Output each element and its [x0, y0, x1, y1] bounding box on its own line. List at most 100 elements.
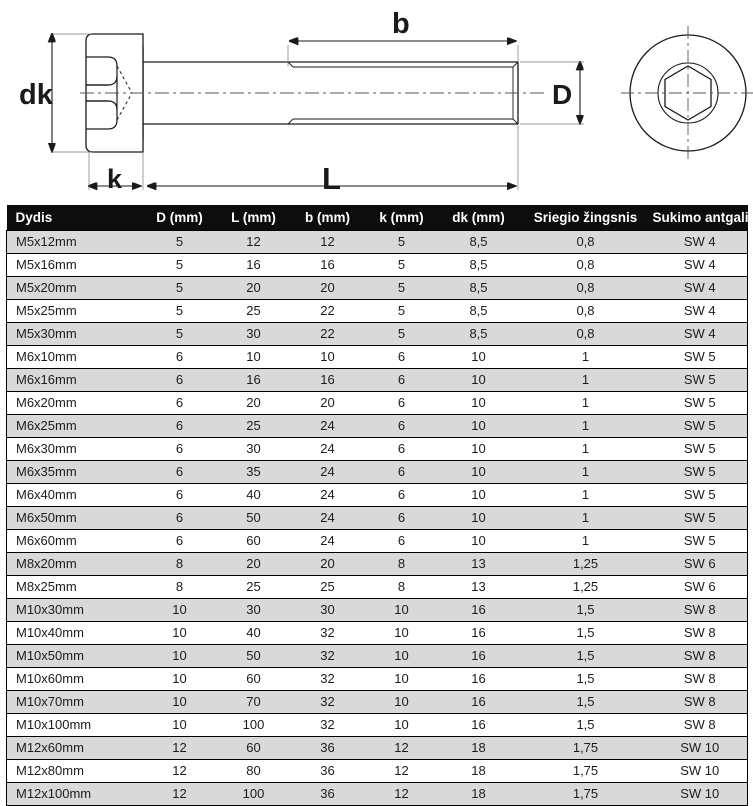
cell-l: 25: [216, 299, 291, 323]
cell-size: M6x40mm: [6, 483, 143, 507]
cell-b: 32: [290, 644, 365, 668]
cell-pitch: 1,75: [518, 736, 653, 760]
cell-d: 6: [142, 391, 217, 415]
cell-bit: SW 8: [652, 644, 748, 668]
cell-k: 10: [364, 667, 439, 691]
table-row: M5x20mm 5 20 20 5 8,5 0,8 SW 4: [6, 276, 748, 300]
cell-l: 30: [216, 598, 291, 622]
cell-b: 32: [290, 713, 365, 737]
cell-k: 6: [364, 414, 439, 438]
cell-pitch: 0,8: [518, 322, 653, 346]
cell-pitch: 1,75: [518, 759, 653, 783]
table-row: M6x50mm 6 50 24 6 10 1 SW 5: [6, 506, 748, 530]
cell-k: 6: [364, 368, 439, 392]
cell-d: 6: [142, 414, 217, 438]
cell-pitch: 1,5: [518, 644, 653, 668]
table-row: M12x60mm 12 60 36 12 18 1,75 SW 10: [6, 736, 748, 760]
cell-d: 5: [142, 253, 217, 277]
cell-b: 36: [290, 759, 365, 783]
cell-k: 10: [364, 621, 439, 645]
dimension-L: [148, 124, 519, 190]
table-header-row: Dydis D (mm) L (mm) b (mm) k (mm) dk (mm…: [6, 205, 753, 231]
cell-pitch: 1,5: [518, 598, 653, 622]
cell-bit: SW 5: [652, 460, 748, 484]
cell-b: 20: [290, 276, 365, 300]
cell-pitch: 1,25: [518, 575, 653, 599]
cell-d: 6: [142, 368, 217, 392]
column-header-b: b (mm): [290, 205, 365, 231]
cell-bit: SW 8: [652, 621, 748, 645]
cell-l: 50: [216, 644, 291, 668]
cell-dk: 16: [438, 667, 519, 691]
cell-pitch: 1,5: [518, 667, 653, 691]
cell-bit: SW 4: [652, 322, 748, 346]
cell-k: 6: [364, 483, 439, 507]
cell-dk: 18: [438, 736, 519, 760]
cell-k: 5: [364, 322, 439, 346]
cell-l: 40: [216, 621, 291, 645]
cell-b: 16: [290, 368, 365, 392]
cell-k: 10: [364, 713, 439, 737]
table-row: M6x35mm 6 35 24 6 10 1 SW 5: [6, 460, 748, 484]
cell-pitch: 1: [518, 345, 653, 369]
cell-pitch: 0,8: [518, 299, 653, 323]
cell-dk: 10: [438, 437, 519, 461]
cell-d: 5: [142, 322, 217, 346]
cell-d: 6: [142, 483, 217, 507]
table-row: M6x30mm 6 30 24 6 10 1 SW 5: [6, 437, 748, 461]
cell-l: 40: [216, 483, 291, 507]
cell-l: 16: [216, 253, 291, 277]
cell-l: 60: [216, 667, 291, 691]
cell-k: 8: [364, 575, 439, 599]
cell-d: 6: [142, 437, 217, 461]
cell-b: 22: [290, 322, 365, 346]
table-row: M8x20mm 8 20 20 8 13 1,25 SW 6: [6, 552, 748, 576]
cell-l: 60: [216, 529, 291, 553]
cell-l: 25: [216, 414, 291, 438]
cell-d: 10: [142, 690, 217, 714]
cell-dk: 8,5: [438, 322, 519, 346]
socket-depth-cone: [116, 65, 133, 121]
cell-k: 5: [364, 253, 439, 277]
cell-size: M10x70mm: [6, 690, 143, 714]
cell-l: 80: [216, 759, 291, 783]
cell-size: M10x60mm: [6, 667, 143, 691]
cell-pitch: 1: [518, 460, 653, 484]
cell-k: 10: [364, 644, 439, 668]
cell-l: 30: [216, 322, 291, 346]
cell-pitch: 1: [518, 529, 653, 553]
cell-b: 20: [290, 552, 365, 576]
cell-pitch: 1,75: [518, 782, 653, 806]
cell-k: 12: [364, 736, 439, 760]
table-row: M6x10mm 6 10 10 6 10 1 SW 5: [6, 345, 748, 369]
cell-size: M6x30mm: [6, 437, 143, 461]
cell-bit: SW 5: [652, 506, 748, 530]
dimension-D: [520, 62, 584, 124]
cell-bit: SW 4: [652, 299, 748, 323]
cell-b: 24: [290, 506, 365, 530]
cell-l: 12: [216, 230, 291, 254]
table-row: M10x50mm 10 50 32 10 16 1,5 SW 8: [6, 644, 748, 668]
cell-size: M6x16mm: [6, 368, 143, 392]
end-view: [621, 26, 753, 160]
cell-d: 10: [142, 621, 217, 645]
table-row: M5x30mm 5 30 22 5 8,5 0,8 SW 4: [6, 322, 748, 346]
table-row: M8x25mm 8 25 25 8 13 1,25 SW 6: [6, 575, 748, 599]
cell-k: 5: [364, 276, 439, 300]
cell-dk: 13: [438, 575, 519, 599]
cell-size: M5x16mm: [6, 253, 143, 277]
cell-l: 100: [216, 713, 291, 737]
cell-l: 20: [216, 391, 291, 415]
table-row: M12x80mm 12 80 36 12 18 1,75 SW 10: [6, 759, 748, 783]
cell-pitch: 1: [518, 506, 653, 530]
dimension-label-dk: dk: [19, 79, 54, 111]
cell-bit: SW 4: [652, 230, 748, 254]
cell-b: 30: [290, 598, 365, 622]
cell-dk: 18: [438, 782, 519, 806]
table-header: Dydis D (mm) L (mm) b (mm) k (mm) dk (mm…: [6, 205, 753, 231]
cell-b: 24: [290, 414, 365, 438]
cell-d: 6: [142, 460, 217, 484]
cell-dk: 10: [438, 460, 519, 484]
table-row: M5x16mm 5 16 16 5 8,5 0,8 SW 4: [6, 253, 748, 277]
